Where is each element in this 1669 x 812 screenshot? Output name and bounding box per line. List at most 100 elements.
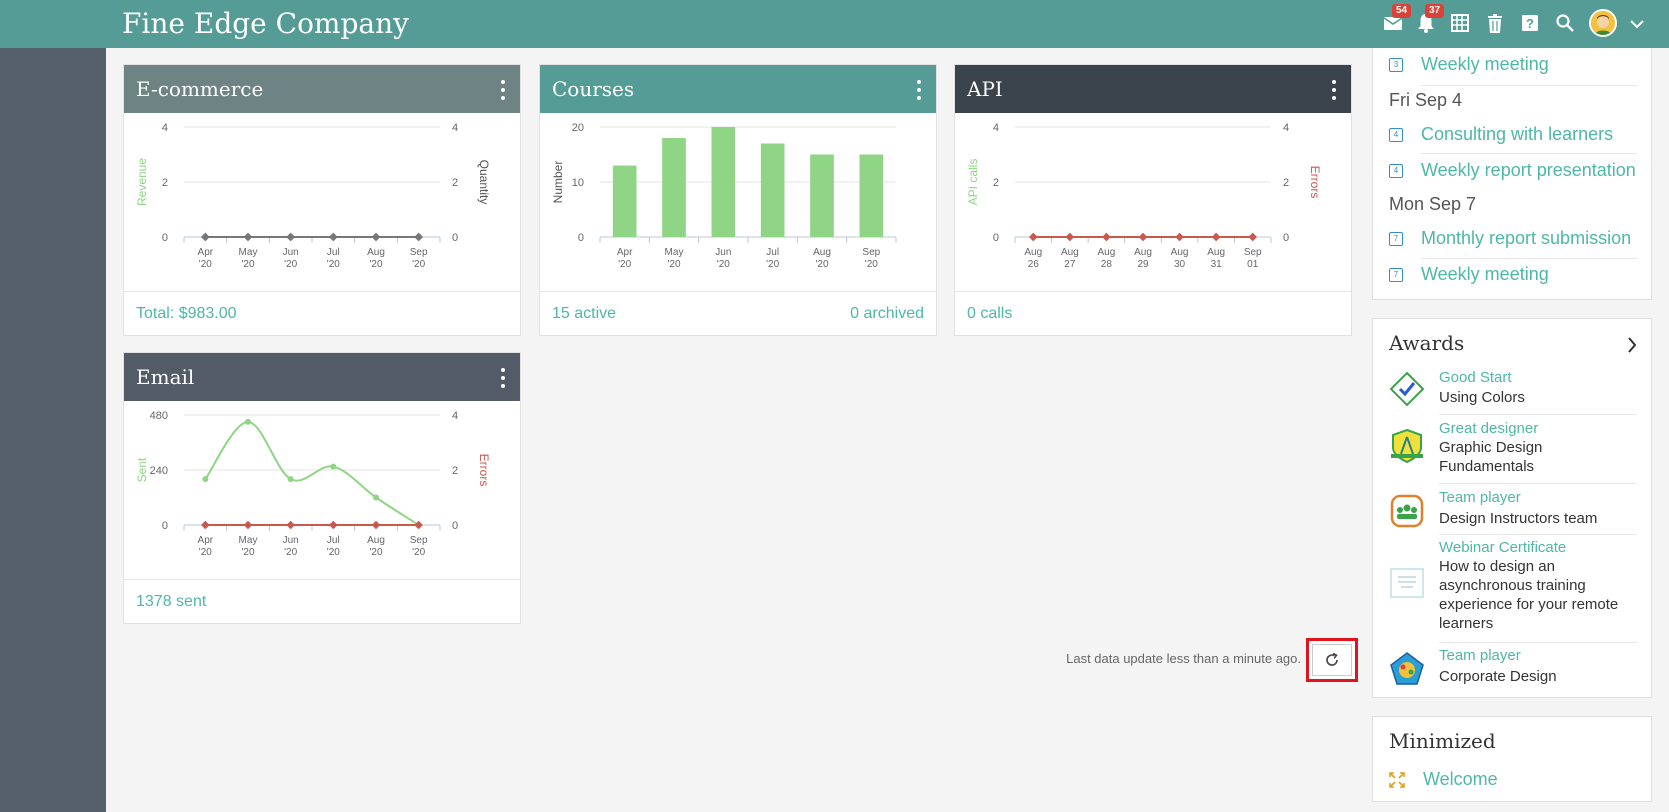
divider: [1439, 534, 1637, 535]
courses-active[interactable]: 15 active: [552, 304, 617, 322]
divider: [1439, 414, 1637, 415]
awards-card: Awards Good Start Using Colors Great des…: [1372, 318, 1652, 698]
calendar-event[interactable]: 7 Monthly report submission: [1389, 228, 1631, 249]
y2-tick-label: 0: [452, 232, 458, 244]
refresh-button[interactable]: [1312, 644, 1352, 676]
chevron-down-icon: [1630, 19, 1644, 28]
more-options-icon[interactable]: [500, 80, 506, 100]
compass-shield-icon: [1391, 428, 1423, 464]
minimized-item-label: Welcome: [1423, 769, 1498, 789]
bar: [859, 154, 884, 237]
messages-badge: 54: [1392, 4, 1412, 18]
award-item[interactable]: Team player Corporate Design: [1389, 647, 1637, 691]
award-item[interactable]: Webinar Certificate How to design an asy…: [1389, 539, 1637, 639]
calendar-icon: 7: [1389, 231, 1403, 246]
more-options-icon[interactable]: [1331, 80, 1337, 100]
trash-icon: [1488, 13, 1502, 33]
notifications-badge: 37: [1425, 4, 1445, 18]
more-options-icon[interactable]: [500, 368, 506, 388]
y2-axis-label: Quantity: [477, 160, 491, 205]
x-tick-label: Sep 01: [1244, 247, 1262, 270]
widget-title: API: [967, 77, 1003, 101]
x-tick-label: May '20: [239, 535, 258, 558]
event-label: Consulting with learners: [1421, 124, 1614, 144]
messages-button[interactable]: 54: [1380, 4, 1412, 36]
bar: [810, 154, 834, 237]
award-name: Great designer: [1439, 420, 1539, 437]
data-point: [373, 494, 379, 501]
x-tick-label: Jul '20: [766, 247, 779, 270]
y-tick-label: 480: [150, 410, 168, 422]
data-point: [201, 232, 210, 242]
calendar-event[interactable]: 4 Weekly report presentation: [1389, 160, 1636, 181]
x-tick-label: Jun '20: [283, 535, 299, 558]
checkmark-badge-icon: [1389, 371, 1425, 407]
x-tick-label: Aug 28: [1098, 247, 1116, 270]
award-name: Good Start: [1439, 369, 1512, 386]
bar: [711, 127, 736, 237]
award-item[interactable]: Good Start Using Colors: [1389, 369, 1637, 413]
x-tick-label: Sep '20: [410, 247, 428, 270]
data-point: [1102, 232, 1111, 242]
divider: [1421, 85, 1637, 86]
ecommerce-widget-footer: Total: $983.00: [124, 291, 520, 335]
y2-tick-label: 2: [452, 177, 458, 189]
series-line: [204, 420, 420, 526]
bar: [612, 165, 637, 237]
data-point: [1138, 232, 1148, 242]
email-chart: 0 240 480 0 2 4 Sent Errors Apr '20 May '20 Jun '20 Ju…: [135, 410, 491, 558]
x-tick-label: Aug 31: [1207, 247, 1225, 270]
divider: [1439, 642, 1637, 643]
chevron-right-icon[interactable]: [1627, 337, 1637, 353]
search-button[interactable]: [1552, 10, 1578, 36]
x-tick-label: Aug '20: [367, 247, 385, 270]
y2-tick-label: 0: [1283, 232, 1289, 244]
award-item[interactable]: Team player Design Instructors team: [1389, 489, 1637, 533]
calendar-event[interactable]: 3 Weekly meeting: [1389, 54, 1549, 75]
award-name: Team player: [1439, 647, 1521, 664]
widget-title: Courses: [552, 77, 635, 101]
y-tick-label: 0: [162, 232, 168, 244]
refresh-icon: [1326, 652, 1338, 666]
team-badge-icon: [1390, 494, 1424, 528]
data-point: [330, 463, 337, 470]
notifications-button[interactable]: 37: [1413, 4, 1445, 36]
y-axis-label: Sent: [135, 457, 149, 482]
calendar-event[interactable]: 4 Consulting with learners: [1389, 124, 1613, 145]
award-item[interactable]: Great designer Graphic Design Fundamenta…: [1389, 420, 1637, 480]
calendar-icon: 7: [1389, 267, 1403, 282]
y2-axis-label: Errors: [1308, 166, 1322, 199]
x-tick-label: Apr '20: [198, 535, 214, 558]
calendar-event[interactable]: 7 Weekly meeting: [1389, 264, 1549, 285]
calendar-icon: 3: [1389, 57, 1403, 72]
calendar-button[interactable]: [1447, 10, 1473, 36]
data-point: [243, 232, 253, 242]
y-tick-label: 4: [162, 122, 168, 134]
x-tick-label: Aug 27: [1061, 247, 1079, 270]
courses-archived[interactable]: 0 archived: [850, 304, 924, 322]
y2-tick-label: 2: [452, 465, 458, 477]
event-label: Monthly report submission: [1421, 228, 1632, 248]
api-widget-footer: 0 calls: [955, 291, 1351, 335]
data-point: [414, 520, 423, 530]
widget-title: E-commerce: [136, 77, 264, 101]
event-label: Weekly meeting: [1421, 54, 1549, 74]
minimized-item[interactable]: Welcome: [1389, 769, 1498, 790]
y-axis-label: API calls: [966, 159, 980, 206]
widget-title: Email: [136, 365, 195, 389]
courses-widget: Courses 0 10 20 Number Apr '20 May '20 Jun '20 Jul…: [539, 64, 937, 336]
award-desc: Design Instructors team: [1439, 510, 1598, 527]
help-button[interactable]: ?: [1517, 10, 1543, 36]
data-point: [1029, 232, 1038, 242]
bar: [760, 143, 785, 237]
data-point: [1248, 232, 1257, 242]
user-menu-toggle[interactable]: [1624, 11, 1650, 37]
more-options-icon[interactable]: [916, 80, 922, 100]
x-tick-label: Jun '20: [715, 247, 731, 270]
y-tick-label: 240: [150, 465, 168, 477]
x-tick-label: Aug '20: [813, 247, 831, 270]
y2-tick-label: 4: [452, 410, 458, 422]
api-widget: API 0 2 4 0 2 4 API calls Errors Aug 26 Aug 27 Aug 28…: [954, 64, 1352, 336]
user-avatar[interactable]: [1589, 9, 1617, 37]
trash-button[interactable]: [1482, 10, 1508, 36]
